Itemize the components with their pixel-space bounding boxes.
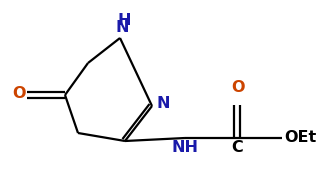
Text: NH: NH xyxy=(172,140,199,155)
Text: H: H xyxy=(117,13,131,28)
Text: OEt: OEt xyxy=(284,129,316,144)
Text: O: O xyxy=(231,80,245,95)
Text: C: C xyxy=(231,140,243,155)
Text: N: N xyxy=(157,96,171,111)
Text: N: N xyxy=(115,20,129,35)
Text: O: O xyxy=(12,86,26,101)
